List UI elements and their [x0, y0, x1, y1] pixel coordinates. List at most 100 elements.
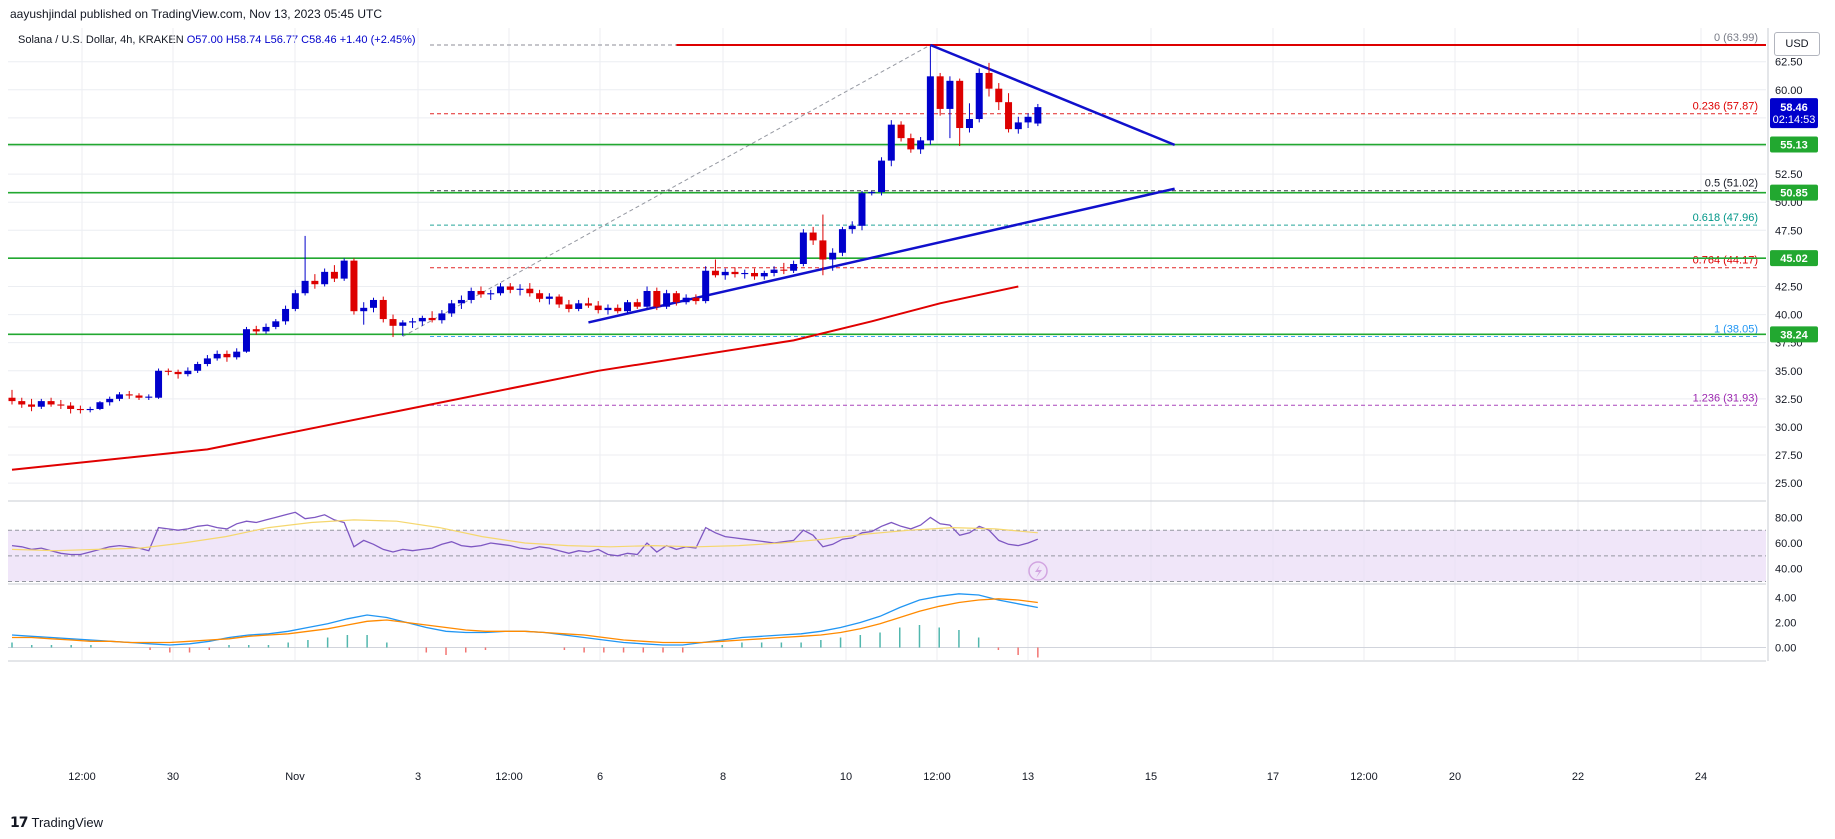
price-badge — [1770, 136, 1818, 153]
candle-body — [565, 304, 573, 309]
currency-selector[interactable]: USD — [1774, 32, 1820, 56]
x-tick-label: 6 — [597, 771, 603, 783]
macd-tick-label: 2.00 — [1775, 618, 1796, 630]
candle-body — [106, 398, 114, 403]
y-tick-label: 40.00 — [1775, 310, 1803, 322]
candle-body — [311, 280, 319, 285]
macd-signal-line — [12, 598, 1038, 644]
x-tick-label: 17 — [1267, 771, 1279, 783]
y-tick-label: 52.50 — [1775, 169, 1803, 181]
y-tick-label: 25.00 — [1775, 478, 1803, 490]
candle-body — [897, 124, 905, 139]
candle-body — [575, 303, 583, 309]
candle-body — [96, 402, 104, 409]
tradingview-logo-icon: 𝟭𝟳 — [10, 814, 29, 830]
candle-body — [731, 271, 739, 275]
candle-body — [399, 322, 407, 326]
candle-body — [184, 370, 192, 375]
candle-body — [448, 303, 456, 314]
fib-level-label: 0.764 (44.17) — [1693, 255, 1758, 267]
change-value: +1.40 (+2.45%) — [339, 34, 416, 46]
candle-body — [477, 290, 485, 295]
candle-body — [291, 293, 299, 309]
x-tick-label: 3 — [415, 771, 421, 783]
candle-body — [751, 272, 759, 277]
candle-body — [242, 329, 250, 352]
candle-body — [584, 303, 592, 306]
candle-body — [868, 192, 876, 194]
y-tick-label: 32.50 — [1775, 394, 1803, 406]
high-value: H58.74 — [225, 34, 262, 46]
x-tick-label: 10 — [840, 771, 852, 783]
x-tick-label: 8 — [720, 771, 726, 783]
candle-body — [350, 260, 358, 312]
candle-body — [887, 124, 895, 161]
candle-body — [770, 269, 778, 273]
candle-body — [975, 72, 983, 120]
candle-body — [1014, 122, 1022, 130]
price-badge — [1770, 184, 1818, 201]
open-value: O57.00 — [186, 34, 223, 46]
rsi-tick-label: 40.00 — [1775, 564, 1803, 576]
candle-body — [711, 270, 719, 276]
low-value: L56.77 — [264, 34, 299, 46]
ema-line — [11, 285, 1019, 471]
candle-body — [174, 371, 182, 375]
price-badge-label: 50.85 — [1780, 188, 1808, 200]
rsi-tick-label: 60.00 — [1775, 538, 1803, 550]
candle-body — [760, 272, 768, 277]
price-badge — [1770, 326, 1818, 343]
candle-body — [643, 290, 651, 307]
candle-body — [47, 401, 55, 405]
candle-body — [516, 288, 524, 290]
candle-body — [858, 193, 866, 226]
candle-body — [995, 88, 1003, 103]
tradingview-brand[interactable]: 𝟭𝟳 TradingView — [10, 814, 103, 831]
candle-body — [907, 138, 915, 150]
candle-body — [467, 290, 475, 300]
x-tick-label: 12:00 — [495, 771, 523, 783]
candle-body — [262, 326, 270, 332]
y-tick-label: 60.00 — [1775, 85, 1803, 97]
candle-body — [692, 297, 700, 302]
fib-level-label: 0.618 (47.96) — [1693, 212, 1758, 224]
candle-body — [946, 80, 954, 109]
price-badge-label: 45.02 — [1780, 253, 1808, 265]
y-tick-label: 30.00 — [1775, 422, 1803, 434]
candle-body — [428, 317, 436, 321]
candle-body — [721, 271, 729, 276]
candle-body — [545, 296, 553, 299]
candle-body — [956, 80, 964, 129]
candle-body — [438, 313, 446, 321]
rsi-tick-label: 80.00 — [1775, 512, 1803, 524]
x-tick-label: 30 — [167, 771, 179, 783]
x-tick-label: 22 — [1572, 771, 1584, 783]
candle-body — [536, 293, 544, 299]
candle-body — [985, 72, 993, 89]
candle-body — [155, 370, 163, 398]
candle-body — [418, 317, 426, 322]
x-tick-label: 12:00 — [68, 771, 96, 783]
candle-body — [37, 401, 45, 407]
fib-level-label: 1.236 (31.93) — [1693, 392, 1758, 404]
candle-body — [878, 160, 886, 193]
candle-body — [936, 76, 944, 109]
bar-countdown-label: 02:14:53 — [1773, 114, 1816, 126]
candle-body — [741, 272, 749, 275]
symbol-name: Solana / U.S. Dollar, 4h, KRAKEN — [18, 34, 184, 46]
price-badge — [1770, 250, 1818, 267]
x-tick-label: 13 — [1022, 771, 1034, 783]
candle-body — [555, 296, 563, 305]
fib-diagonal — [402, 44, 931, 337]
candle-body — [1034, 107, 1042, 124]
candle-body — [252, 329, 260, 332]
candle-body — [379, 299, 387, 320]
trendline — [929, 43, 1176, 147]
x-tick-label: Nov — [285, 771, 305, 783]
brand-name: TradingView — [31, 815, 104, 830]
candle-body — [614, 307, 622, 312]
symbol-legend: Solana / U.S. Dollar, 4h, KRAKEN O57.00 … — [18, 34, 416, 46]
candle-body — [604, 307, 612, 311]
y-tick-label: 47.50 — [1775, 225, 1803, 237]
